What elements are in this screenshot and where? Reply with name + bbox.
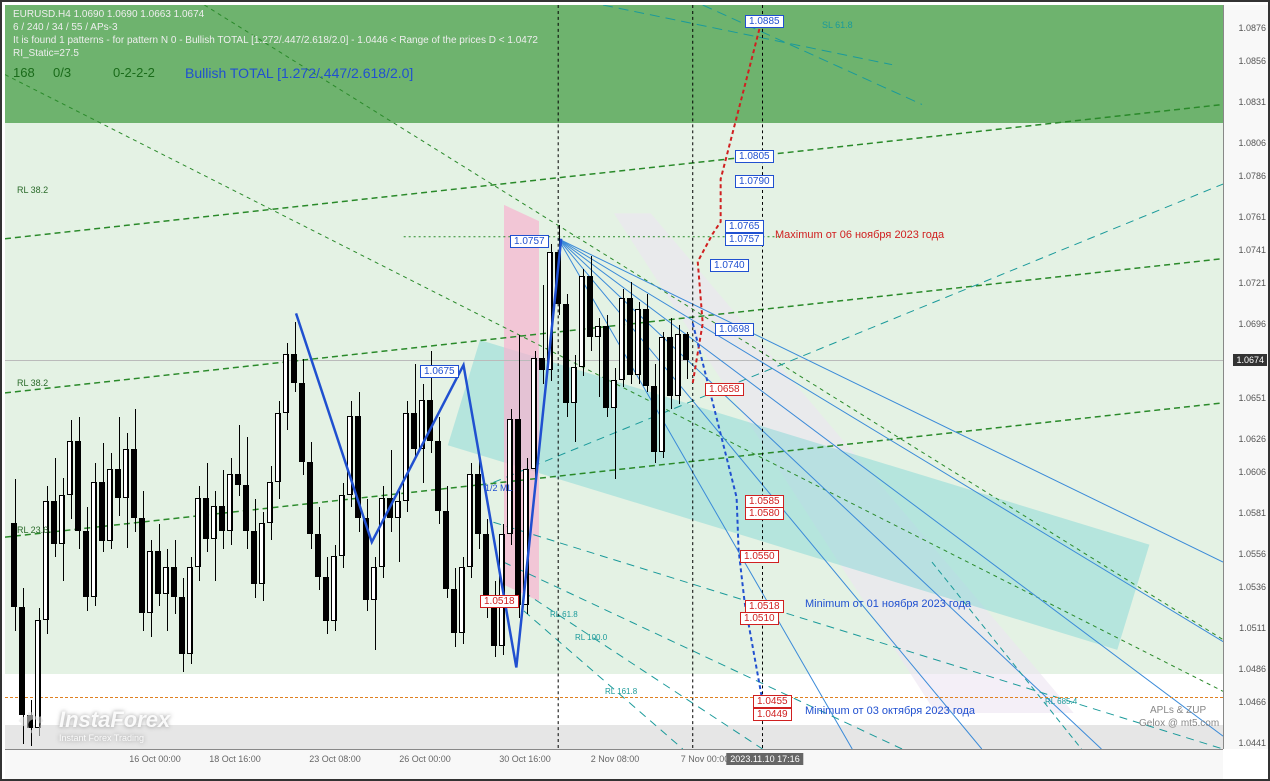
price-axis: 1.0876 1.0856 1.0831 1.0806 1.0786 1.0761 1.07… (1223, 5, 1268, 749)
price-tick: 1.0696 (1238, 319, 1266, 329)
price-tick: 1.0651 (1238, 393, 1266, 403)
price-label-blue: 1.0885 (745, 15, 784, 28)
annotation-text: SL 61.8 (822, 20, 853, 30)
price-tick: 1.0741 (1238, 245, 1266, 255)
price-label-blue: 1.0805 (735, 150, 774, 163)
watermark-tag: Instant Forex Trading (59, 733, 170, 743)
time-tick: 16 Oct 00:00 (129, 754, 181, 764)
price-label-red: 1.0455 (753, 695, 792, 708)
price-tick: 1.0786 (1238, 171, 1266, 181)
time-tick: 30 Oct 16:00 (499, 754, 551, 764)
price-label-blue: 1.0757 (510, 235, 549, 248)
annotation-text: RL 61.8 (550, 610, 578, 619)
price-tick: 1.0536 (1238, 582, 1266, 592)
price-tick: 1.0806 (1238, 138, 1266, 148)
annotation-text: RL 38.2 (17, 185, 48, 195)
price-label-blue: 1.0765 (725, 220, 764, 233)
current-price-mark: 1.0674 (1233, 354, 1267, 366)
price-tick: 1.0486 (1238, 664, 1266, 674)
hdr-ratio: 0/3 (53, 65, 71, 80)
annotation-text: APLs & ZUP (1150, 705, 1206, 716)
price-tick: 1.0831 (1238, 97, 1266, 107)
gear-icon (17, 708, 51, 742)
price-tick: 1.0856 (1238, 56, 1266, 66)
annotation-text: RL 23.6 (17, 525, 48, 535)
chart-frame: EURUSD.H4 1.0690 1.0690 1.0663 1.0674 6 … (0, 0, 1270, 781)
price-tick: 1.0466 (1238, 697, 1266, 707)
price-label-blue: 1.0698 (715, 323, 754, 336)
price-tick: 1.0606 (1238, 467, 1266, 477)
time-tick: 2 Nov 08:00 (591, 754, 640, 764)
price-tick: 1.0556 (1238, 549, 1266, 559)
symbol-header: EURUSD.H4 1.0690 1.0690 1.0663 1.0674 (13, 9, 204, 20)
price-tick: 1.0761 (1238, 212, 1266, 222)
annotation-text: Minimum от 03 октября 2023 года (805, 705, 975, 717)
annotation-text: RL 685.4 (1045, 697, 1077, 706)
price-label-blue: 1.0740 (710, 259, 749, 272)
annotation-text: RL 38.2 (17, 378, 48, 388)
time-tick: 18 Oct 16:00 (209, 754, 261, 764)
watermark: InstaForex Instant Forex Trading (17, 707, 170, 743)
overlay-paths (5, 5, 1223, 749)
time-tick: 26 Oct 00:00 (399, 754, 451, 764)
price-label-red: 1.0658 (705, 383, 744, 396)
time-tick: 7 Nov 00:00 (681, 754, 730, 764)
price-label-red: 1.0580 (745, 507, 784, 520)
header-line3: It is found 1 patterns - for pattern N 0… (13, 35, 538, 46)
price-tick: 1.0511 (1239, 623, 1266, 633)
hdr-pattern: Bullish TOTAL [1.272/.447/2.618/2.0] (185, 65, 413, 81)
price-label-red: 1.0550 (740, 550, 779, 563)
price-label-blue: 1.0675 (420, 365, 459, 378)
time-tick: 23 Oct 08:00 (309, 754, 361, 764)
annotation-text: RL 161.8 (605, 687, 637, 696)
price-label-blue: 1.0790 (735, 175, 774, 188)
annotation-text: 1/2 ML (485, 483, 513, 493)
price-label-red: 1.0449 (753, 708, 792, 721)
price-tick: 1.0581 (1238, 508, 1266, 518)
price-tick: 1.0626 (1238, 434, 1266, 444)
price-label-red: 1.0518 (480, 595, 519, 608)
price-tick: 1.0441 (1238, 738, 1266, 748)
current-time-mark: 2023.11.10 17:16 (726, 753, 803, 765)
watermark-brand: InstaForex (59, 707, 170, 732)
header-line4: RI_Static=27.5 (13, 48, 79, 59)
price-tick: 1.0876 (1238, 23, 1266, 33)
hdr-num1: 168 (13, 65, 35, 80)
time-axis: 16 Oct 00:00 18 Oct 16:00 23 Oct 08:00 26 O… (5, 749, 1223, 779)
annotation-text: Minimum от 01 ноября 2023 года (805, 598, 971, 610)
annotation-text: RL 100.0 (575, 633, 607, 642)
plot-area[interactable]: EURUSD.H4 1.0690 1.0690 1.0663 1.0674 6 … (5, 5, 1223, 749)
price-label-blue: 1.0757 (725, 233, 764, 246)
annotation-text: Gelox @ mt5.com (1139, 718, 1219, 729)
hdr-code: 0-2-2-2 (113, 65, 155, 80)
price-tick: 1.0721 (1238, 278, 1266, 288)
annotation-text: Maximum от 06 ноября 2023 года (775, 229, 944, 241)
price-label-red: 1.0510 (740, 612, 779, 625)
header-line2: 6 / 240 / 34 / 55 / APs-3 (13, 22, 118, 33)
